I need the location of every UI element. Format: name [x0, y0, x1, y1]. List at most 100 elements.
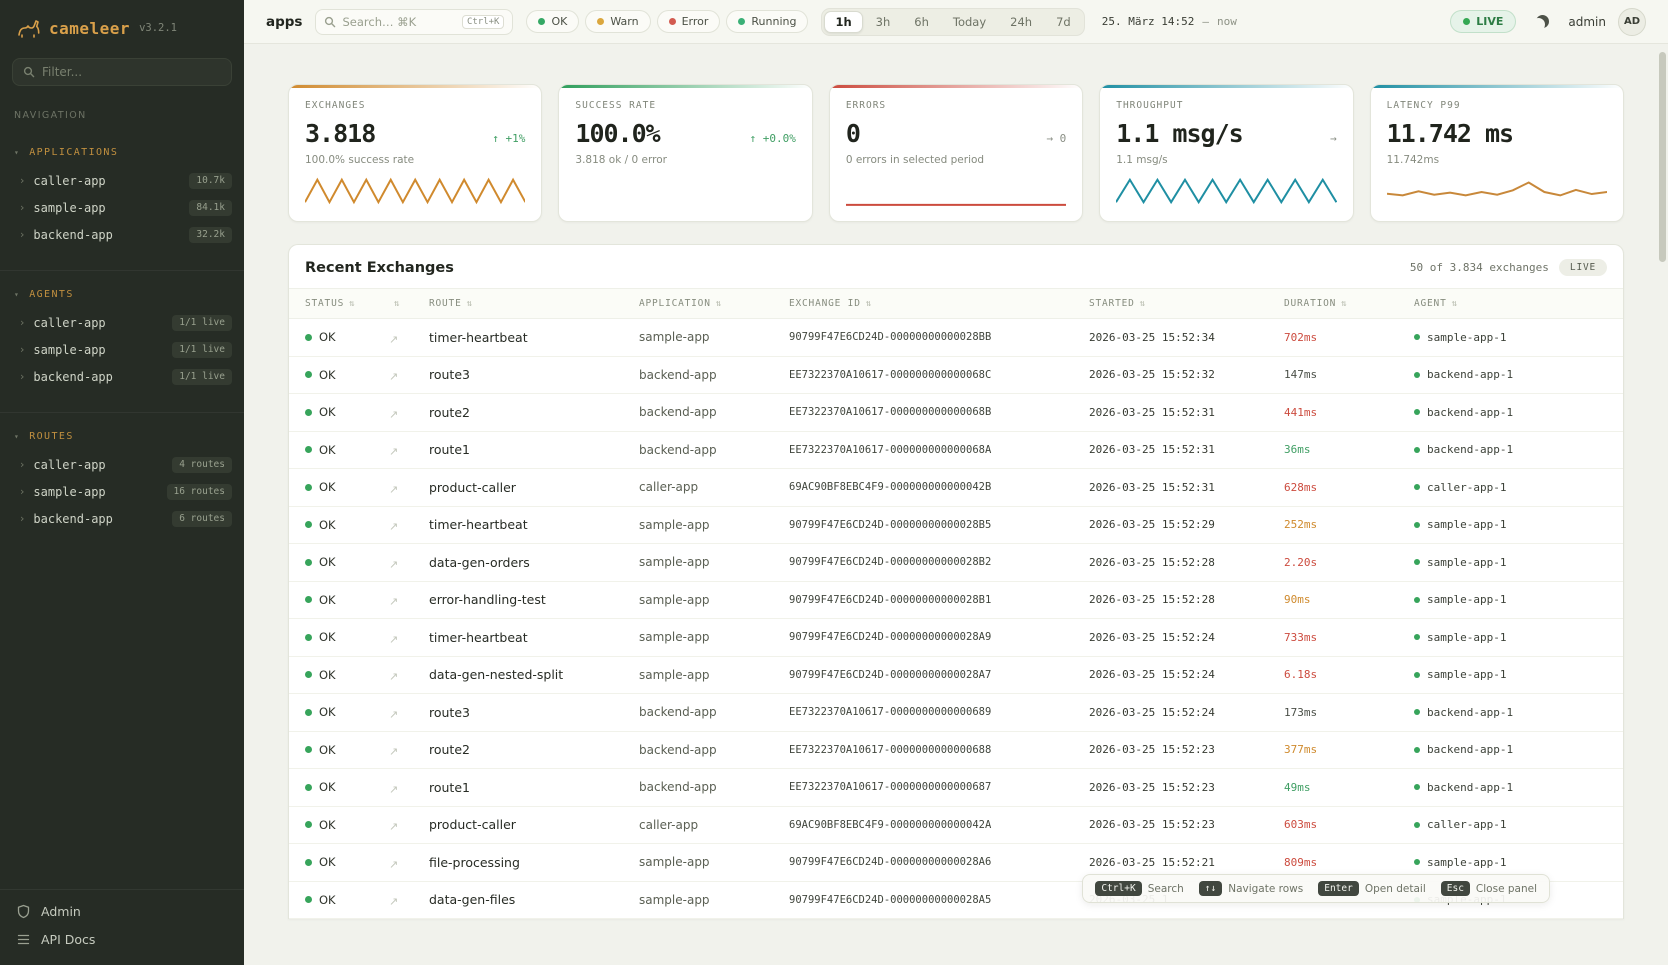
time-range-option[interactable]: 3h	[865, 11, 902, 33]
open-cell[interactable]: ↗	[389, 740, 429, 759]
table-row[interactable]: OK ↗ route2 backend-app EE7322370A10617-…	[289, 394, 1623, 432]
sidebar-section-header[interactable]: ▾ AGENTS	[0, 285, 244, 304]
stat-subtext: 0 errors in selected period	[846, 154, 1066, 166]
table-row[interactable]: OK ↗ route1 backend-app EE7322370A10617-…	[289, 432, 1623, 470]
open-cell[interactable]: ↗	[389, 403, 429, 422]
chevron-right-icon: ›	[20, 371, 24, 382]
table-row[interactable]: OK ↗ route3 backend-app EE7322370A10617-…	[289, 357, 1623, 395]
status-filter-pill[interactable]: OK	[526, 10, 579, 33]
status-filter-pill[interactable]: Running	[726, 10, 808, 33]
status-cell: OK	[305, 593, 389, 607]
open-cell[interactable]: ↗	[389, 590, 429, 609]
vertical-scrollbar[interactable]	[1658, 46, 1666, 963]
sidebar-item[interactable]: › backend-app 6 routes	[0, 505, 244, 532]
open-cell[interactable]: ↗	[389, 515, 429, 534]
ok-status-dot-icon	[305, 371, 312, 378]
chevron-right-icon: ›	[20, 202, 24, 213]
global-search[interactable]: Ctrl+K	[315, 9, 513, 35]
table-row[interactable]: OK ↗ data-gen-nested-split sample-app 90…	[289, 657, 1623, 695]
open-cell[interactable]: ↗	[389, 778, 429, 797]
time-range-option[interactable]: 7d	[1045, 11, 1082, 33]
table-row[interactable]: OK ↗ route1 backend-app EE7322370A10617-…	[289, 769, 1623, 807]
agent-status-dot-icon	[1414, 409, 1420, 415]
open-cell[interactable]: ↗	[389, 478, 429, 497]
ok-status-dot-icon	[305, 409, 312, 416]
column-header[interactable]: AGENT ⇅	[1414, 289, 1607, 318]
topbar-right: LIVE admin AD	[1450, 8, 1646, 36]
agent-cell: backend-app-1	[1414, 406, 1607, 419]
column-header[interactable]: STARTED ⇅	[1089, 289, 1284, 318]
open-cell[interactable]: ↗	[389, 328, 429, 347]
global-search-input[interactable]	[342, 15, 455, 29]
sidebar-item[interactable]: › sample-app 1/1 live	[0, 336, 244, 363]
open-cell[interactable]: ↗	[389, 553, 429, 572]
agent-cell: backend-app-1	[1414, 443, 1607, 456]
sidebar-item[interactable]: › sample-app 16 routes	[0, 478, 244, 505]
table-row[interactable]: OK ↗ route3 backend-app EE7322370A10617-…	[289, 694, 1623, 732]
sidebar-item-admin[interactable]: Admin	[16, 904, 228, 919]
column-header[interactable]: EXCHANGE ID ⇅	[789, 289, 1089, 318]
column-header[interactable]: STATUS ⇅	[305, 289, 389, 318]
sidebar-item[interactable]: › backend-app 1/1 live	[0, 363, 244, 390]
live-toggle-button[interactable]: LIVE	[1450, 10, 1516, 33]
time-range-option[interactable]: Today	[942, 11, 997, 33]
open-cell[interactable]: ↗	[389, 890, 429, 909]
table-row[interactable]: OK ↗ data-gen-orders sample-app 90799F47…	[289, 544, 1623, 582]
column-header[interactable]: APPLICATION ⇅	[639, 289, 789, 318]
table-row[interactable]: OK ↗ timer-heartbeat sample-app 90799F47…	[289, 319, 1623, 357]
sidebar-item-badge: 4 routes	[172, 457, 232, 473]
sidebar-item-api-docs[interactable]: API Docs	[16, 932, 228, 947]
sidebar-item[interactable]: › caller-app 4 routes	[0, 451, 244, 478]
agent-cell: sample-app-1	[1414, 856, 1607, 869]
time-range-option[interactable]: 1h	[824, 11, 862, 33]
live-label: LIVE	[1476, 15, 1503, 28]
table-row[interactable]: OK ↗ timer-heartbeat sample-app 90799F47…	[289, 619, 1623, 657]
sidebar-filter[interactable]	[12, 58, 232, 86]
table-row[interactable]: OK ↗ product-caller caller-app 69AC90BF8…	[289, 469, 1623, 507]
sidebar-item[interactable]: › caller-app 10.7k	[0, 167, 244, 194]
sidebar-item[interactable]: › caller-app 1/1 live	[0, 309, 244, 336]
duration-cell: 2.20s	[1284, 556, 1414, 569]
agent-cell: backend-app-1	[1414, 743, 1607, 756]
time-range-option[interactable]: 24h	[999, 11, 1043, 33]
table-row[interactable]: OK ↗ product-caller caller-app 69AC90BF8…	[289, 807, 1623, 845]
open-cell[interactable]: ↗	[389, 703, 429, 722]
column-header[interactable]: ROUTE ⇅	[429, 289, 639, 318]
open-cell[interactable]: ↗	[389, 665, 429, 684]
agent-status-dot-icon	[1414, 447, 1420, 453]
table-row[interactable]: OK ↗ route2 backend-app EE7322370A10617-…	[289, 732, 1623, 770]
sidebar-filter-input[interactable]	[42, 65, 221, 79]
status-filter-pill[interactable]: Error	[657, 10, 721, 33]
sidebar-item[interactable]: › backend-app 32.2k	[0, 221, 244, 248]
route-cell: data-gen-orders	[429, 555, 639, 570]
time-range-option[interactable]: 6h	[903, 11, 940, 33]
open-cell[interactable]: ↗	[389, 815, 429, 834]
application-cell: sample-app	[639, 593, 789, 607]
duration-cell: 628ms	[1284, 481, 1414, 494]
sidebar-section-header[interactable]: ▾ ROUTES	[0, 427, 244, 446]
sidebar: cameleer v3.2.1 NAVIGATION ▾ APPLICATION…	[0, 0, 244, 965]
open-exchange-icon: ↗	[389, 708, 398, 721]
open-cell[interactable]: ↗	[389, 365, 429, 384]
theme-toggle-button[interactable]	[1528, 8, 1556, 36]
scrollbar-thumb[interactable]	[1659, 52, 1666, 262]
column-header[interactable]: ⇅	[389, 289, 429, 318]
column-header[interactable]: DURATION ⇅	[1284, 289, 1414, 318]
status-filter-pill[interactable]: Warn	[585, 10, 650, 33]
table-row[interactable]: OK ↗ timer-heartbeat sample-app 90799F47…	[289, 507, 1623, 545]
sidebar-section-header[interactable]: ▾ APPLICATIONS	[0, 143, 244, 162]
date-range-start: 25. März 14:52	[1102, 15, 1195, 28]
column-header-label: ROUTE	[429, 298, 462, 309]
table-row[interactable]: OK ↗ error-handling-test sample-app 9079…	[289, 582, 1623, 620]
open-cell[interactable]: ↗	[389, 853, 429, 872]
open-cell[interactable]: ↗	[389, 440, 429, 459]
sidebar-item[interactable]: › sample-app 84.1k	[0, 194, 244, 221]
status-label: OK	[319, 668, 336, 682]
sidebar-section-items: › caller-app 4 routes › sample-app 16 ro…	[0, 446, 244, 538]
search-icon	[23, 66, 35, 78]
application-cell: sample-app	[639, 630, 789, 644]
agent-label: backend-app-1	[1427, 781, 1513, 794]
avatar[interactable]: AD	[1618, 8, 1646, 36]
stat-value-row: 0 → 0	[846, 119, 1066, 148]
open-cell[interactable]: ↗	[389, 628, 429, 647]
